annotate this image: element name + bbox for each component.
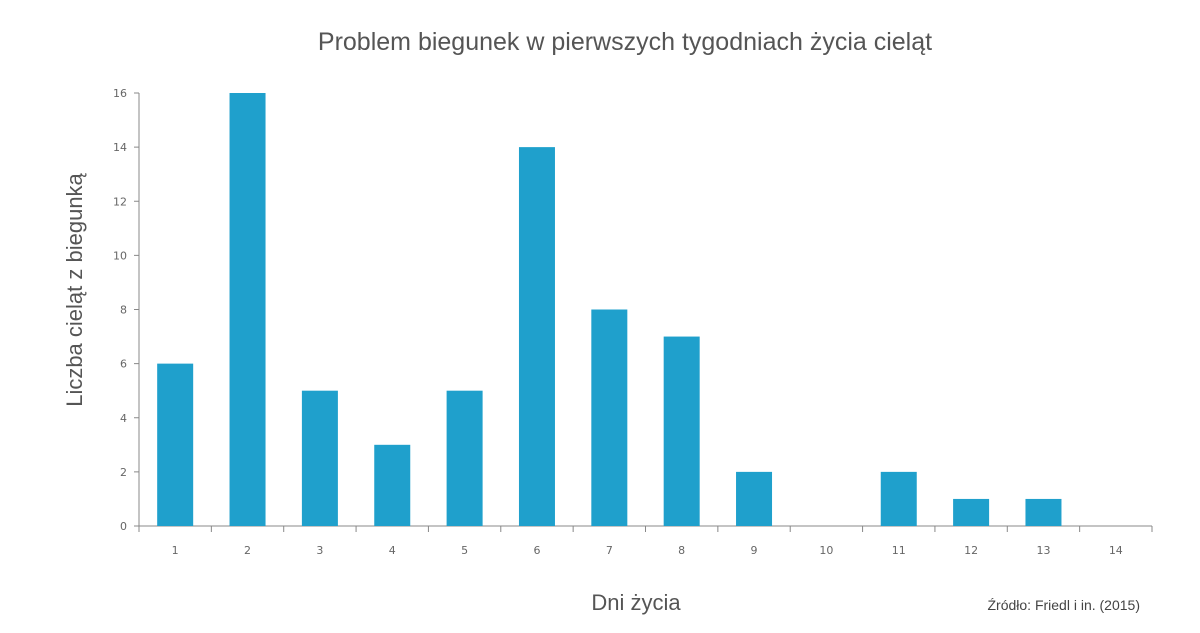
x-tick-label: 7: [606, 544, 613, 557]
x-tick-label: 1: [172, 544, 179, 557]
y-tick-label: 0: [120, 520, 127, 533]
bar-day-6: [518, 147, 555, 526]
bar-day-9: [736, 471, 773, 526]
y-tick-label: 10: [113, 249, 127, 262]
chart-title: Problem biegunek w pierwszych tygodniach…: [318, 28, 932, 56]
y-tick-label: 2: [120, 466, 127, 479]
y-tick-label: 8: [120, 304, 127, 317]
x-tick-label: 12: [964, 544, 978, 557]
x-tick-label: 8: [678, 544, 685, 557]
bar-day-3: [301, 390, 338, 526]
y-axis-label: Liczba cieląt z biegunką: [62, 172, 87, 406]
x-tick-label: 14: [1109, 544, 1123, 557]
y-tick-label: 16: [113, 87, 127, 100]
x-tick-label: 11: [892, 544, 906, 557]
x-tick-label: 6: [533, 544, 540, 557]
bar-day-4: [374, 444, 411, 526]
x-tick-label: 3: [316, 544, 323, 557]
x-axis-label: Dni życia: [591, 590, 681, 615]
bars-group: [157, 93, 1062, 526]
bar-day-1: [157, 363, 194, 526]
x-tick-label: 13: [1036, 544, 1050, 557]
x-tick-label: 2: [244, 544, 251, 557]
bar-day-12: [953, 498, 990, 526]
y-tick-label: 6: [120, 358, 127, 371]
x-tick-label: 10: [819, 544, 833, 557]
y-tick-label: 4: [120, 412, 127, 425]
bar-day-2: [229, 93, 266, 526]
x-tick-label: 5: [461, 544, 468, 557]
bar-day-8: [663, 336, 700, 526]
x-axis-ticks: 1 2 3 4 5 6 7 8 9 10 11 12 13 14: [138, 526, 1153, 557]
y-tick-label: 12: [113, 195, 127, 208]
bar-day-11: [880, 471, 917, 526]
bar-day-5: [446, 390, 483, 526]
x-tick-label: 9: [751, 544, 758, 557]
bar-day-13: [1025, 498, 1062, 526]
bar-day-7: [591, 309, 628, 526]
source-note: Źródło: Friedl i in. (2015): [987, 597, 1140, 613]
x-tick-label: 4: [389, 544, 396, 557]
y-tick-label: 14: [113, 141, 127, 154]
y-axis-ticks: 0 2 4 6 8 10 12 14 16: [113, 87, 139, 533]
